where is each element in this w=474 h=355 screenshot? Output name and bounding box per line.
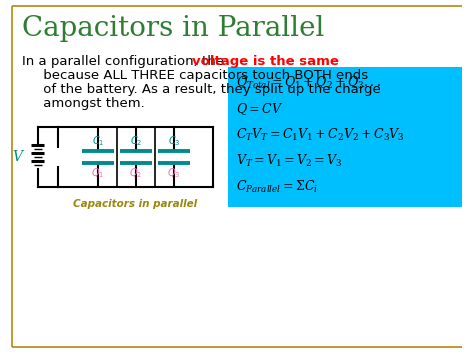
Text: $\mathit{C}_{Parallel} = \Sigma \mathit{C}_i$: $\mathit{C}_{Parallel} = \Sigma \mathit{… (236, 179, 318, 195)
Text: $C_3$: $C_3$ (168, 134, 180, 148)
FancyBboxPatch shape (228, 67, 462, 207)
Text: because ALL THREE capacitors touch BOTH ends: because ALL THREE capacitors touch BOTH … (22, 69, 368, 82)
Text: $C_1$: $C_1$ (92, 134, 104, 148)
Text: $\mathit{V}_T = \mathit{V}_1 = \mathit{V}_2 = \mathit{V}_3$: $\mathit{V}_T = \mathit{V}_1 = \mathit{V… (236, 153, 343, 169)
Text: of the battery. As a result, they split up the charge: of the battery. As a result, they split … (22, 83, 381, 96)
Text: $Q_3$: $Q_3$ (167, 166, 181, 180)
Text: $\mathit{C_T}\mathit{V_T} = \mathit{C}_1\mathit{V}_1 + \mathit{C}_2\mathit{V}_2 : $\mathit{C_T}\mathit{V_T} = \mathit{C}_1… (236, 127, 405, 143)
Text: $Q_1$: $Q_1$ (91, 166, 105, 180)
Text: In a parallel configuration, the: In a parallel configuration, the (22, 55, 228, 68)
Text: Capacitors in Parallel: Capacitors in Parallel (22, 15, 324, 42)
Text: Capacitors in parallel: Capacitors in parallel (73, 199, 198, 209)
Text: amongst them.: amongst them. (22, 97, 145, 110)
Text: $C_2$: $C_2$ (130, 134, 142, 148)
Text: V: V (12, 150, 22, 164)
Text: voltage is the same: voltage is the same (192, 55, 339, 68)
Text: $\mathit{Q} = \mathit{CV}$: $\mathit{Q} = \mathit{CV}$ (236, 101, 283, 117)
Text: $\mathit{Q}_{Total} = \mathit{Q}_1 + \mathit{Q}_2 + \mathit{Q}_3...$: $\mathit{Q}_{Total} = \mathit{Q}_1 + \ma… (236, 75, 381, 91)
Text: $Q_2$: $Q_2$ (129, 166, 143, 180)
